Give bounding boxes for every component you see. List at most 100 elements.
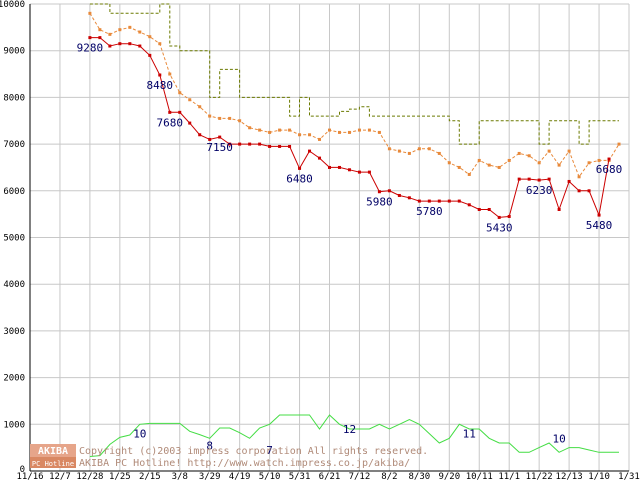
series-1-point [557, 163, 561, 167]
y-tick-label: 2000 [3, 374, 25, 384]
series-1-point [168, 72, 172, 76]
x-tick-label: 3/8 [172, 472, 188, 480]
x-tick-label: 8/30 [409, 472, 431, 480]
series-2-point [188, 121, 192, 125]
series-2-point [497, 215, 501, 219]
series-1-point [407, 151, 411, 155]
series-2-point [367, 170, 371, 174]
series-1-point [537, 161, 541, 165]
series-1-point [88, 11, 92, 15]
x-tick-label: 1/25 [109, 472, 131, 480]
series-2-point [268, 144, 272, 148]
series-2-point [567, 179, 571, 183]
series-1-point [288, 128, 292, 132]
watermark-logo-top: AKIBA [38, 446, 68, 457]
x-tick-label: 4/19 [229, 472, 251, 480]
series-1-point [487, 163, 491, 167]
series-2-point [387, 189, 391, 193]
count-label: 11 [463, 428, 476, 441]
watermark-copyright: Copyright (c)2003 impress corporation Al… [79, 446, 428, 457]
series-1-point [228, 116, 232, 120]
series-1-point [367, 128, 371, 132]
y-tick-label: 10000 [0, 0, 25, 10]
series-1-point [347, 130, 351, 134]
series-1-point [517, 151, 521, 155]
series-2-point [337, 165, 341, 169]
series-1-point [138, 30, 142, 34]
price-label: 7680 [157, 116, 184, 129]
x-tick-label: 1/31 [618, 472, 640, 480]
series-2-point [218, 135, 222, 139]
series-2-point [118, 42, 122, 46]
series-1-point [547, 149, 551, 153]
series-1-point [387, 147, 391, 151]
series-2-point [397, 193, 401, 197]
series-2-point [437, 199, 441, 203]
series-1-point [587, 161, 591, 165]
x-tick-label: 5/10 [259, 472, 281, 480]
series-1-point [218, 116, 222, 120]
watermark-logo-bottom: PC Hotline [32, 460, 74, 468]
y-tick-label: 0 [20, 465, 25, 475]
series-1-point [328, 128, 331, 132]
x-tick-label: 12/13 [556, 472, 583, 480]
series-1-point [308, 133, 312, 137]
series-1-point [437, 151, 441, 155]
y-tick-label: 6000 [3, 187, 25, 197]
x-tick-label: 3/29 [199, 472, 221, 480]
series-2-point [527, 177, 531, 181]
series-1-point [357, 128, 361, 132]
series-2-point [328, 165, 331, 169]
y-tick-label: 5000 [3, 234, 25, 244]
series-1-point [617, 142, 621, 146]
price-label: 5430 [486, 221, 513, 234]
price-label: 7150 [206, 141, 233, 154]
series-1-point [118, 28, 122, 32]
x-tick-label: 11/22 [526, 472, 553, 480]
count-label: 10 [552, 432, 565, 445]
series-2-point [168, 110, 172, 114]
x-tick-label: 12/7 [49, 472, 71, 480]
series-2-point [477, 207, 481, 211]
series-1-point [198, 105, 202, 109]
series-1-point [238, 119, 242, 123]
series-2-point [278, 144, 282, 148]
series-1-point [597, 158, 601, 162]
series-2-point [178, 110, 182, 114]
series-1-point [108, 32, 112, 36]
series-2-point [357, 170, 361, 174]
watermark-logo-top-bg [30, 444, 76, 457]
y-tick-label: 7000 [3, 140, 25, 150]
count-label: 12 [343, 423, 356, 436]
price-label: 5780 [416, 205, 443, 218]
series-1-point [527, 154, 531, 158]
x-tick-label: 9/20 [438, 472, 460, 480]
series-2-point [547, 177, 551, 181]
series-2-point [148, 53, 152, 57]
x-tick-label: 6/21 [319, 472, 341, 480]
x-tick-label: 10/11 [466, 472, 493, 480]
price-label: 8480 [147, 79, 174, 92]
series-2-point [128, 42, 132, 46]
series-2-point [587, 189, 591, 193]
series-2-point [347, 168, 351, 172]
x-tick-label: 8/2 [381, 472, 397, 480]
count-label: 8 [206, 439, 213, 452]
series-2-point [537, 178, 541, 182]
series-1-point [337, 130, 341, 134]
series-2-point [607, 157, 611, 161]
series-2-point [407, 196, 411, 200]
y-tick-label: 1000 [3, 420, 25, 430]
series-2-point [298, 166, 302, 170]
series-2-point [88, 36, 92, 40]
series-line-0 [89, 3, 619, 145]
x-tick-label: 11/16 [16, 472, 43, 480]
series-2-point [258, 142, 262, 146]
series-1-point [208, 114, 212, 118]
series-1-point [457, 165, 461, 169]
series-2-point [318, 156, 322, 160]
series-2-point [457, 199, 461, 203]
series-2-point [238, 142, 242, 146]
